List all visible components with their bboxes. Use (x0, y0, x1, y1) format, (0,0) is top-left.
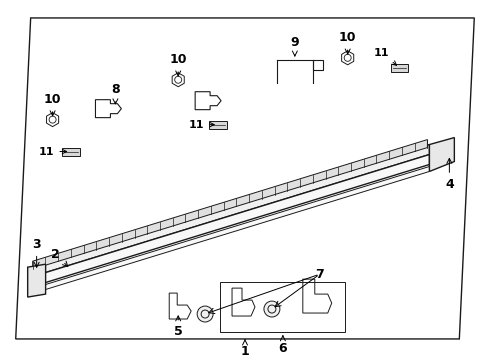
Text: 10: 10 (338, 31, 356, 54)
Text: 3: 3 (32, 238, 41, 267)
Text: 2: 2 (51, 248, 68, 266)
Text: 6: 6 (278, 336, 286, 355)
Text: 4: 4 (444, 158, 453, 191)
Polygon shape (390, 64, 407, 72)
Circle shape (197, 306, 213, 322)
Polygon shape (209, 121, 226, 129)
Polygon shape (31, 154, 428, 287)
Polygon shape (31, 166, 428, 294)
Text: 5: 5 (173, 316, 182, 338)
Polygon shape (61, 148, 80, 156)
Text: 11: 11 (188, 120, 214, 130)
Polygon shape (428, 138, 453, 171)
Text: 9: 9 (290, 36, 299, 56)
Text: 10: 10 (44, 93, 61, 116)
Text: 11: 11 (39, 147, 66, 157)
Text: 11: 11 (373, 48, 396, 65)
Polygon shape (33, 140, 427, 269)
Text: 8: 8 (111, 83, 120, 104)
Polygon shape (31, 145, 428, 277)
Text: 1: 1 (240, 340, 249, 359)
Text: 7: 7 (315, 267, 324, 281)
Polygon shape (28, 264, 45, 297)
Circle shape (264, 301, 279, 317)
Text: 10: 10 (169, 53, 186, 76)
